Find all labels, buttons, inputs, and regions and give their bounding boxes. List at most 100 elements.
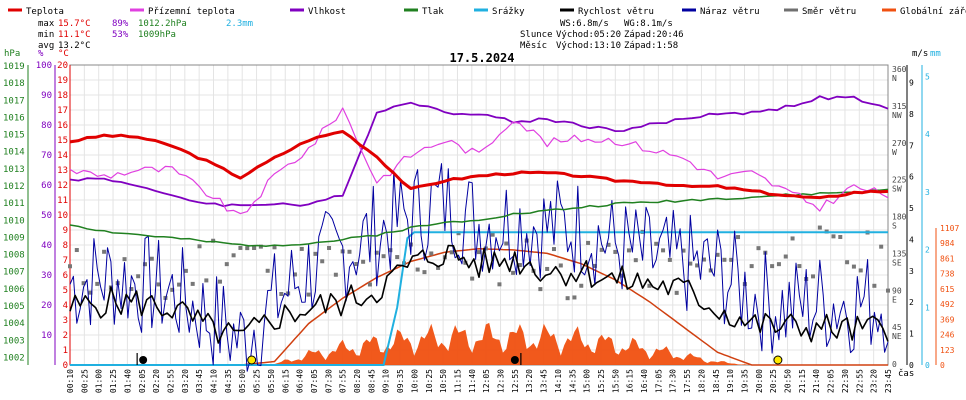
sun-rise: Východ:05:20 xyxy=(556,30,621,40)
temp-tick-label: 13 xyxy=(57,166,68,176)
dir-cardinal-label: SE xyxy=(892,258,902,267)
wind-dir-point xyxy=(524,238,529,243)
legend-label: Teplota xyxy=(26,7,64,17)
moonset-marker xyxy=(139,356,148,364)
dir-cardinal-label: W xyxy=(892,148,897,157)
wind-dir-point xyxy=(790,236,795,241)
time-tick-label: 18:45 xyxy=(712,369,721,393)
wind-dir-point xyxy=(347,249,352,254)
ms-tick-label: 3 xyxy=(909,267,914,276)
ms-tick-label: 1 xyxy=(909,330,914,339)
wind-dir-point xyxy=(586,240,591,245)
hpa-tick-label: 1007 xyxy=(3,268,25,278)
time-tick-label: 10:50 xyxy=(439,369,448,393)
wind-dir-point xyxy=(265,268,270,273)
time-tick-label: 20:50 xyxy=(784,369,793,393)
legend-label: Směr větru xyxy=(802,7,856,17)
hpa-tick-label: 1010 xyxy=(3,216,25,226)
wind-dir-point xyxy=(674,290,679,295)
time-tick-label: 04:10 xyxy=(210,369,219,393)
wind-dir-point xyxy=(429,251,434,256)
time-tick-label: 14:35 xyxy=(568,369,577,393)
legend-label: Globální záření xyxy=(900,7,966,17)
hpa-tick-label: 1005 xyxy=(3,302,25,312)
rad-tick-label: 1107 xyxy=(940,224,959,233)
pct-tick-label: 10 xyxy=(41,331,52,341)
wind-dir-point xyxy=(831,234,836,239)
pct-tick-label: 80 xyxy=(41,121,52,131)
time-tick-label: 18:20 xyxy=(697,369,706,393)
time-tick-label: 16:40 xyxy=(640,369,649,393)
wind-dir-point xyxy=(388,248,393,253)
astro-block: WS:6.8m/s WG:8.1m/s Slunce Východ:05:20 … xyxy=(520,19,684,51)
temp-tick-label: 0 xyxy=(63,361,68,371)
time-tick-label: 20:25 xyxy=(769,369,778,393)
stat-avg-temp: 13.2°C xyxy=(58,41,91,51)
wind-dir-point xyxy=(156,282,161,287)
dir-cardinal-label: NE xyxy=(892,332,902,341)
time-tick-label: 15:25 xyxy=(597,369,606,393)
wind-dir-point xyxy=(633,258,638,263)
time-tick-label: 01:25 xyxy=(109,369,118,393)
mm-tick-label: 3 xyxy=(925,188,930,197)
wind-dir-point xyxy=(211,238,216,243)
wind-dir-point xyxy=(851,264,856,269)
wind-dir-point xyxy=(279,291,284,296)
wind-dir-point xyxy=(797,264,802,269)
time-tick-label: 08:45 xyxy=(367,369,376,393)
wind-dir-point xyxy=(272,245,277,250)
dir-tick-label: 225 xyxy=(892,176,907,185)
wind-speed-line xyxy=(69,244,889,344)
time-tick-label: 06:15 xyxy=(281,369,290,393)
hpa-tick-label: 1003 xyxy=(3,336,25,346)
time-tick-label: 10:25 xyxy=(425,369,434,393)
time-tick-label: 22:05 xyxy=(827,369,836,393)
wind-dir-point xyxy=(477,250,481,255)
wind-dir-point xyxy=(688,261,693,266)
wind-dir-point xyxy=(333,272,338,277)
wind-dir-point xyxy=(122,257,127,262)
time-tick-label: 06:40 xyxy=(296,369,305,393)
wind-dir-point xyxy=(701,257,706,262)
wind-dir-point xyxy=(306,292,311,297)
wind-dir-point xyxy=(647,283,652,288)
time-tick-label: 12:05 xyxy=(482,369,491,393)
wind-dir-point xyxy=(661,248,666,253)
time-tick-label: 19:35 xyxy=(740,369,749,393)
ms-tick-label: 7 xyxy=(909,141,914,150)
wind-ws: WS:6.8m/s xyxy=(560,19,609,29)
dir-cardinal-label: SW xyxy=(892,185,902,194)
moonrise-marker xyxy=(510,356,519,364)
temp-tick-label: 7 xyxy=(63,256,68,266)
time-tick-label: 11:15 xyxy=(453,369,462,393)
wind-dir-point xyxy=(183,268,188,273)
time-tick-label: 00:10 xyxy=(66,369,75,393)
wind-dir-point xyxy=(545,266,550,271)
legend-label: Rychlost větru xyxy=(578,7,654,17)
wind-dir-point xyxy=(415,267,420,272)
temp-tick-label: 2 xyxy=(63,331,68,341)
time-tick-label: 12:55 xyxy=(511,369,520,393)
hpa-tick-label: 1018 xyxy=(3,79,25,89)
mm-tick-label: 2 xyxy=(925,246,930,255)
dir-cardinal-label: E xyxy=(892,295,897,304)
time-tick-label: 07:30 xyxy=(324,369,333,393)
wind-dir-point xyxy=(599,247,604,252)
sun-set: Západ:20:46 xyxy=(624,30,684,40)
hpa-tick-label: 1016 xyxy=(3,113,25,123)
hpa-tick-label: 1013 xyxy=(3,165,25,175)
wind-dir-point xyxy=(436,265,441,270)
temp-tick-label: 9 xyxy=(63,226,68,236)
ms-tick-label: 8 xyxy=(909,110,914,119)
plot-area xyxy=(68,95,890,372)
legend-label: Náraz větru xyxy=(700,7,760,17)
radiation-area xyxy=(70,322,888,365)
temp-tick-label: 15 xyxy=(57,136,68,146)
wind-dir-point xyxy=(558,263,563,268)
time-tick-label: 09:35 xyxy=(396,369,405,393)
time-tick-label: 11:40 xyxy=(468,369,477,393)
hpa-tick-label: 1006 xyxy=(3,285,25,295)
wind-dir-point xyxy=(231,253,236,258)
hpa-tick-label: 1017 xyxy=(3,96,25,106)
